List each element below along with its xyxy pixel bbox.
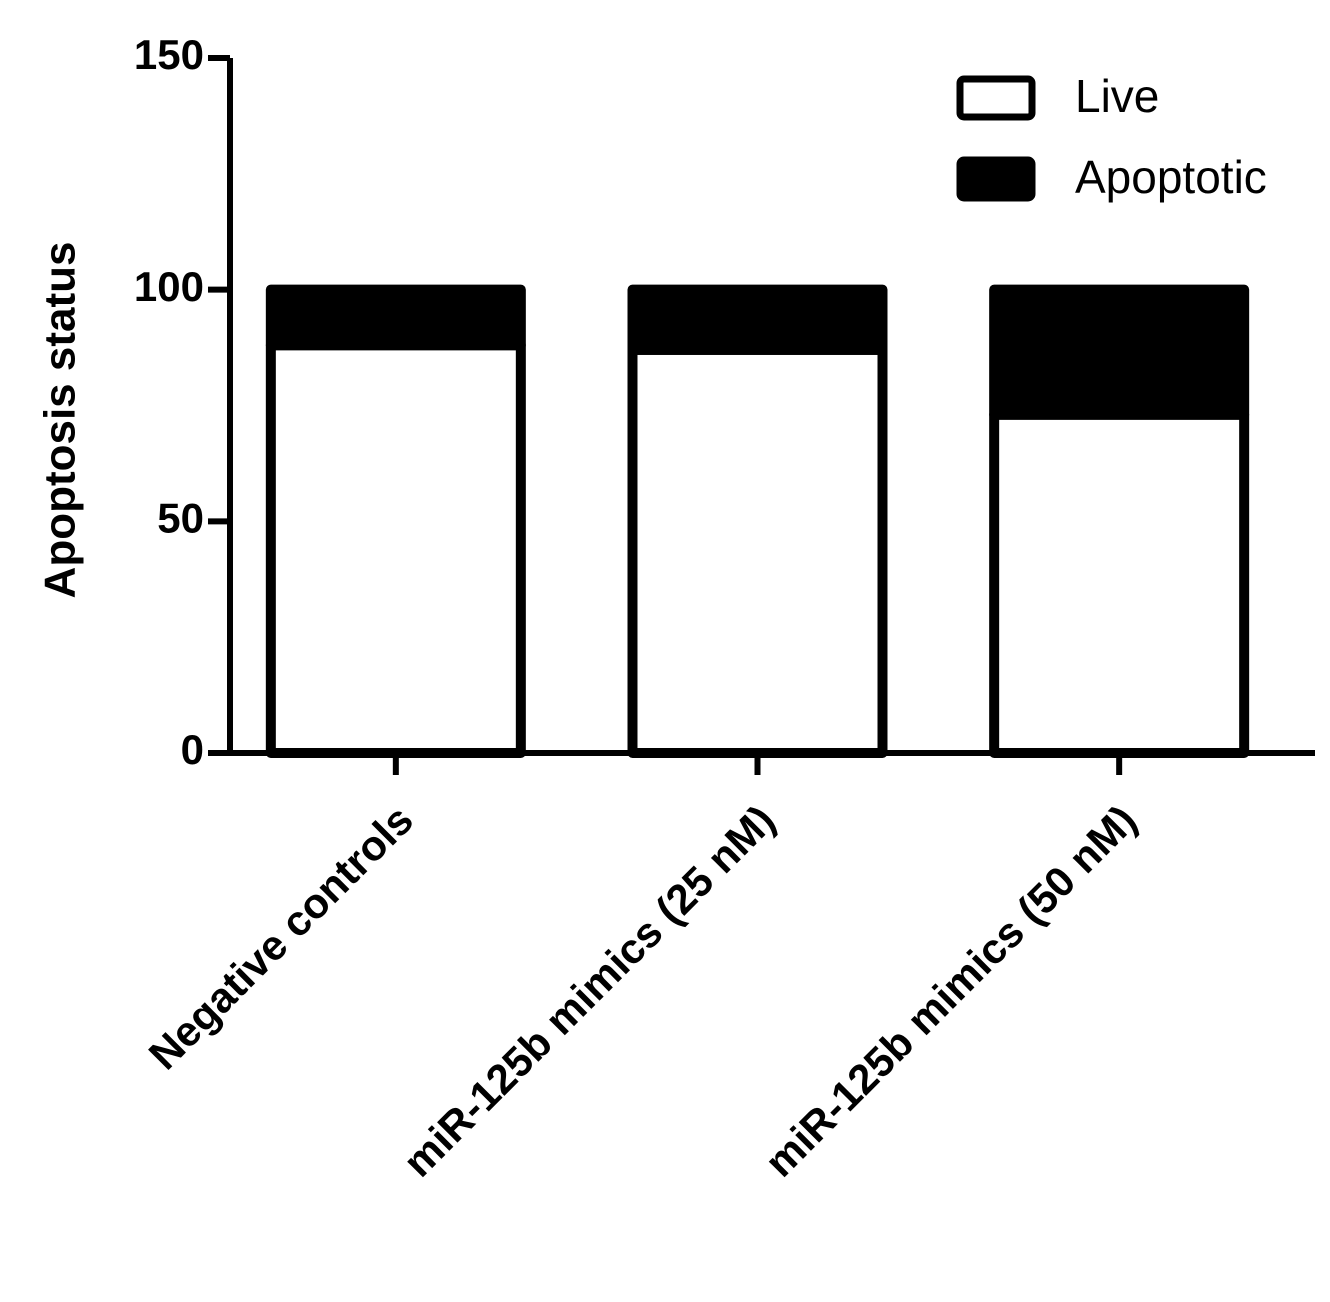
bar-segment — [989, 284, 1250, 420]
legend-label: Apoptotic — [1075, 151, 1267, 203]
x-tick-label: miR-125b mimics (50 nM) — [756, 796, 1146, 1186]
legend-label: Live — [1075, 70, 1159, 122]
bar-segment — [627, 344, 888, 758]
y-axis-title: Apoptosis status — [36, 242, 85, 599]
bar-segment — [265, 340, 526, 758]
x-tick-label: miR-125b mimics (25 nM) — [394, 796, 784, 1186]
y-tick-label: 150 — [134, 31, 204, 78]
y-tick-label: 0 — [181, 726, 204, 773]
x-tick-label: Negative controls — [140, 796, 422, 1078]
bar-segment — [989, 409, 1250, 758]
bar-segment — [265, 284, 526, 351]
legend-swatch — [956, 156, 1036, 202]
bar-segment — [627, 284, 888, 355]
y-tick-label: 100 — [134, 263, 204, 310]
y-tick-label: 50 — [157, 494, 204, 541]
legend-swatch — [956, 75, 1036, 121]
